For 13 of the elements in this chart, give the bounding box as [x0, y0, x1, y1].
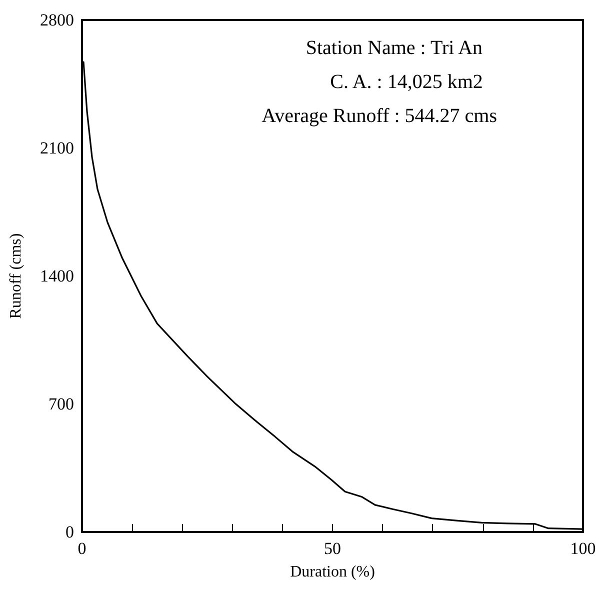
- y-tick-label: 2100: [40, 138, 74, 158]
- y-tick-label: 0: [66, 522, 74, 542]
- y-tick-label: 2800: [40, 10, 74, 30]
- y-axis-title: Runoff (cms): [8, 233, 24, 319]
- annotation: Station Name : Tri An: [306, 37, 483, 59]
- x-axis-title: Duration (%): [290, 564, 375, 580]
- annotation: C. A. : 14,025 km2: [330, 71, 483, 93]
- y-tick-label: 700: [48, 394, 74, 414]
- x-tick-label: 50: [324, 539, 341, 558]
- y-tick-label: 1400: [40, 266, 74, 286]
- x-tick-label: 100: [570, 539, 596, 558]
- x-tick-label: 0: [78, 539, 86, 558]
- annotation: Average Runoff : 544.27 cms: [262, 105, 498, 127]
